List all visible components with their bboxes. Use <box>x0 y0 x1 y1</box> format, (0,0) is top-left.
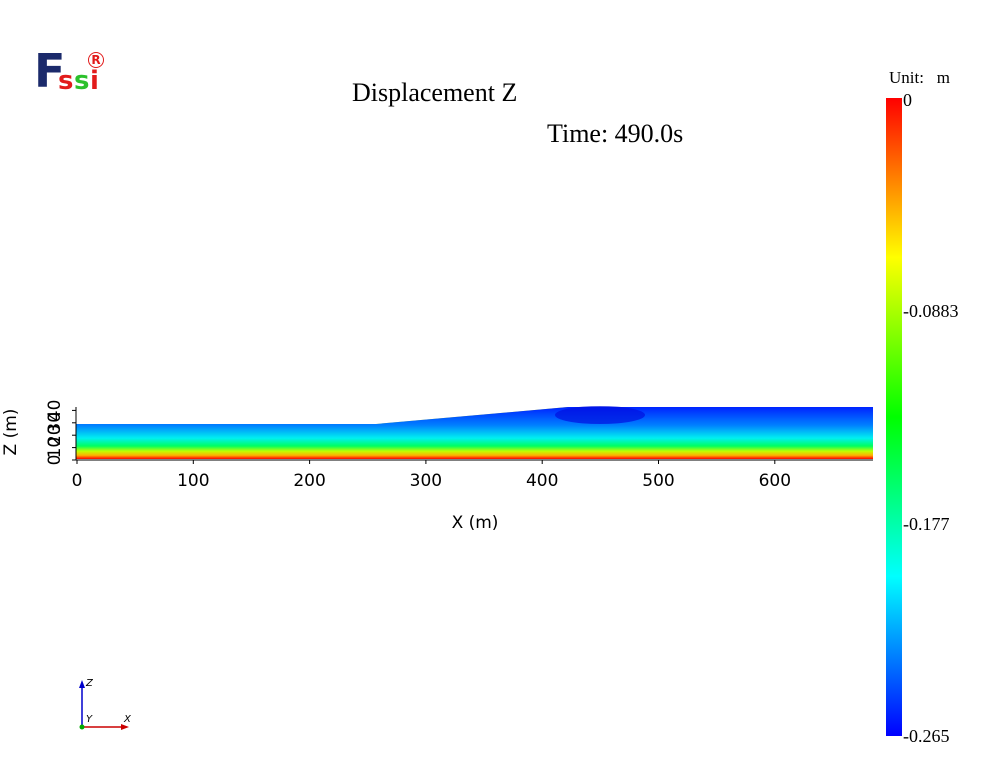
y-tick-label: 20 <box>45 424 65 446</box>
logo-letter-f: F <box>34 44 66 98</box>
x-tick-label: 600 <box>759 471 791 491</box>
logo-letter-i: i <box>90 66 99 96</box>
y-tick-label: 40 <box>45 400 65 422</box>
y-tick-label: 0 <box>45 455 65 466</box>
colorbar-tick-label: -0.265 <box>903 726 950 746</box>
x-tick-label: 0 <box>72 471 83 491</box>
x-tick-label: 100 <box>177 471 209 491</box>
displacement-trough <box>555 406 645 424</box>
logo-letter-s2: s <box>74 66 90 96</box>
registered-mark-icon: R <box>88 52 104 68</box>
colorbar-tick-label: 0 <box>903 90 912 110</box>
time-label: Time: 490.0s <box>547 119 684 148</box>
colorbar-unit-label: Unit: m <box>889 68 950 87</box>
x-tick-label: 500 <box>642 471 674 491</box>
x-axis-label: X (m) <box>452 513 499 533</box>
x-tick-label: 300 <box>410 471 442 491</box>
domain-fill-deep <box>76 407 873 459</box>
triad-x-label: X <box>123 714 132 725</box>
x-axis-ticks: 0 100 200 300 400 500 600 <box>72 460 791 491</box>
colorbar-tick-label: -0.0883 <box>903 300 959 321</box>
y-tick-label: 30 <box>45 412 65 434</box>
x-tick-label: 400 <box>526 471 558 491</box>
colorbar <box>886 98 902 736</box>
y-tick-label: 10 <box>45 437 65 459</box>
x-tick-label: 200 <box>293 471 325 491</box>
chart-title: Displacement Z <box>352 78 518 107</box>
logo-letter-s1: s <box>58 66 74 96</box>
y-axis-label: Z (m) <box>1 409 21 456</box>
triad-z-label: Z <box>85 678 94 689</box>
triad-y-label: Y <box>86 714 93 725</box>
orientation-triad: Z Y X <box>79 678 132 730</box>
colorbar-tick-label: -0.177 <box>903 514 950 535</box>
